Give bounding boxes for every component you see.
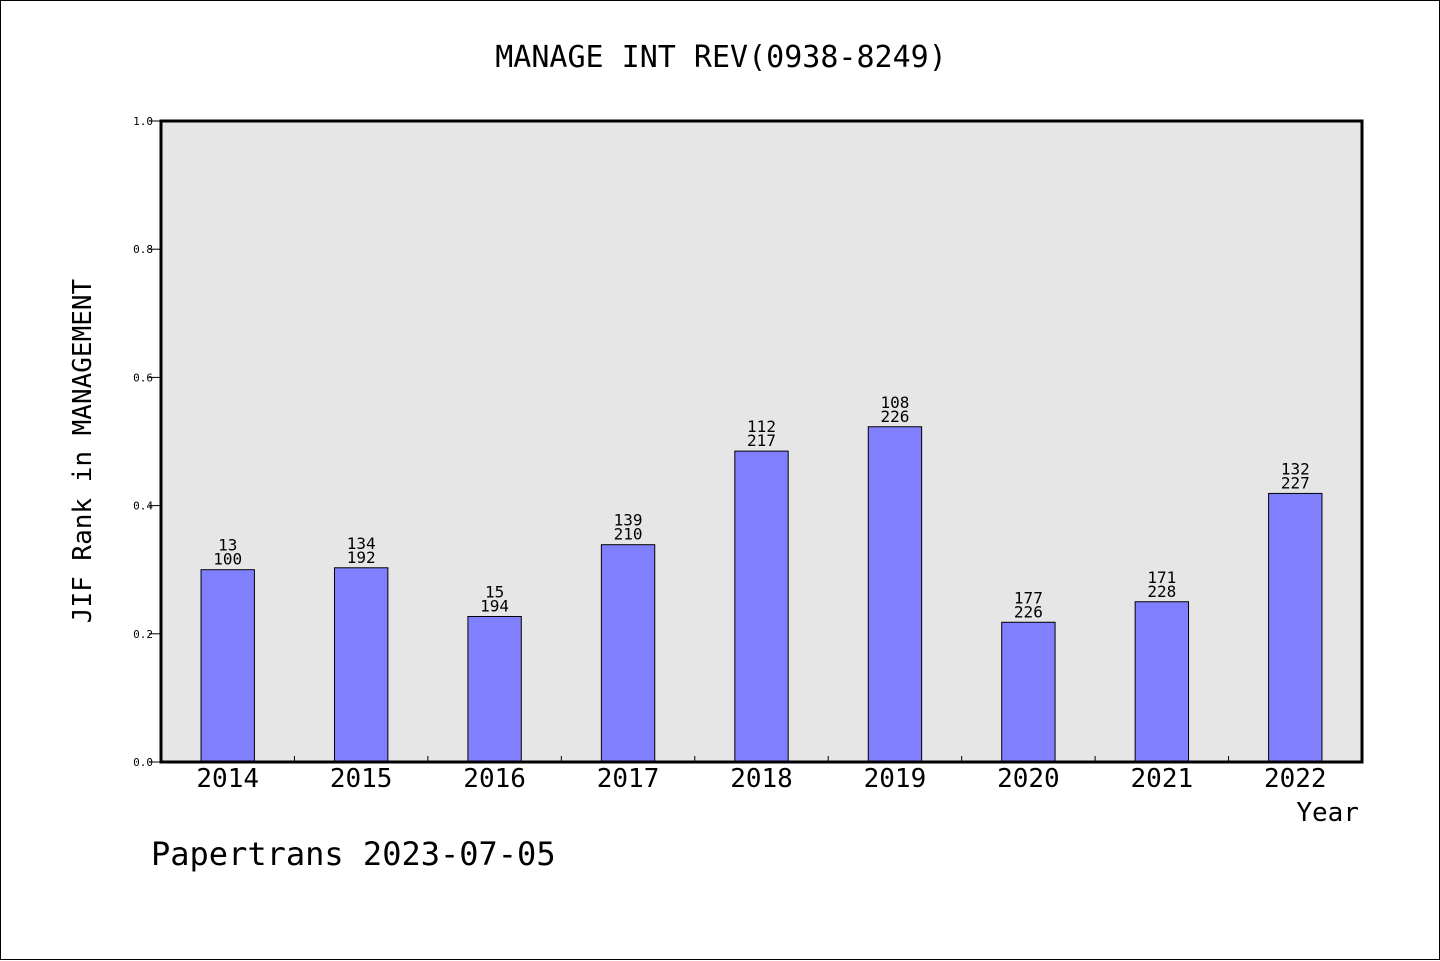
data-label-top-2020: 177 — [1014, 588, 1043, 607]
y-tick-label: 0.4 — [133, 500, 153, 513]
bars-layer — [200, 426, 1323, 763]
y-tick-label: 1.0 — [133, 115, 153, 128]
data-label-top-2015: 134 — [347, 534, 376, 553]
data-label-bottom-2018: 217 — [747, 431, 776, 450]
chart-title: MANAGE INT REV(0938-8249) — [495, 40, 947, 75]
data-label-top-2022: 132 — [1281, 459, 1310, 478]
data-label-bottom-2022: 227 — [1281, 473, 1310, 492]
data-label-bottom-2014: 100 — [213, 550, 242, 569]
data-label-bottom-2019: 226 — [880, 407, 909, 426]
data-labels-layer: 1310013419215194139210112217108226177226… — [213, 393, 1309, 622]
y-ticks-layer: 0.0 0.2 0.4 0.6 0.8 1.0 — [133, 115, 161, 769]
y-tick-label: 0.6 — [133, 371, 153, 384]
data-label-top-2016: 15 — [485, 582, 504, 601]
x-tick-label-2022: 2022 — [1264, 764, 1327, 794]
x-tick-label-2016: 2016 — [463, 764, 526, 794]
x-ticks-layer: 2014 2015 2016 2017 2018 2019 2020 2021 2022 — [196, 756, 1327, 794]
x-tick-label-2021: 2021 — [1131, 764, 1194, 794]
y-tick-label: 0.0 — [133, 756, 153, 769]
data-label-top-2014: 13 — [218, 536, 237, 555]
data-label-top-2019: 108 — [880, 393, 909, 412]
x-tick-label-2020: 2020 — [997, 764, 1060, 794]
bar-2021 — [1134, 601, 1190, 763]
bar-2020 — [1001, 621, 1056, 763]
bar-2015 — [333, 567, 389, 763]
bar-2018 — [734, 450, 789, 763]
data-label-bottom-2016: 194 — [480, 596, 509, 615]
footer-text: Papertrans 2023-07-05 — [151, 835, 556, 873]
x-tick-label-2015: 2015 — [330, 764, 393, 794]
y-tick-label: 0.8 — [133, 243, 153, 256]
x-tick-label-2014: 2014 — [196, 764, 259, 794]
x-tick-label-2018: 2018 — [730, 764, 793, 794]
x-axis-label: Year — [1296, 798, 1359, 828]
bar-2017 — [600, 544, 656, 763]
bar-2016 — [467, 615, 522, 763]
data-label-bottom-2021: 228 — [1147, 582, 1176, 601]
plot-border — [159, 119, 1364, 764]
data-label-bottom-2015: 192 — [347, 548, 376, 567]
y-axis-label: JIF Rank in MANAGEMENT — [68, 278, 98, 623]
bar-2019 — [867, 426, 923, 763]
data-label-top-2017: 139 — [614, 511, 643, 530]
data-label-top-2021: 171 — [1147, 568, 1176, 587]
data-label-top-2018: 112 — [747, 417, 776, 436]
x-tick-label-2019: 2019 — [864, 764, 927, 794]
bar-2022 — [1268, 492, 1323, 763]
bar-2014 — [200, 569, 255, 763]
y-tick-label: 0.2 — [133, 628, 153, 641]
x-tick-label-2017: 2017 — [597, 764, 660, 794]
data-label-bottom-2017: 210 — [614, 525, 643, 544]
data-label-bottom-2020: 226 — [1014, 602, 1043, 621]
